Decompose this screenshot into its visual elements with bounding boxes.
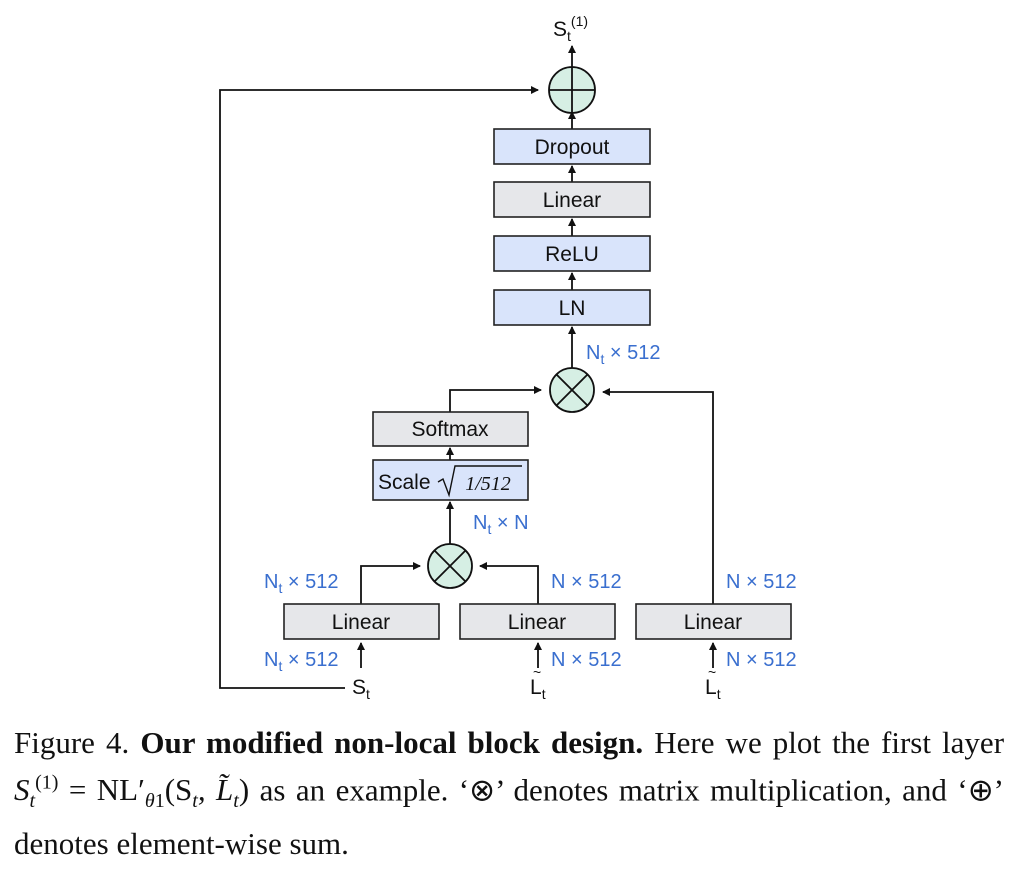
connections xyxy=(219,45,717,689)
dropout-label: Dropout xyxy=(535,136,610,159)
relu-block: ReLU xyxy=(493,235,651,272)
input-l-right-tilde: ~ xyxy=(708,664,716,680)
dropout-block: Dropout xyxy=(493,128,651,165)
dim-right-linear-in: N × 512 xyxy=(726,649,797,671)
linear-right-block: Linear xyxy=(635,603,792,640)
input-l-right-label: Lt xyxy=(705,676,721,702)
sum-operator xyxy=(548,66,596,114)
dim-mid-linear-out: N × 512 xyxy=(551,571,622,593)
scale-value: 1/512 xyxy=(465,473,511,495)
caption-equation: St(1) = NL′θ1(St, L̃t) xyxy=(14,772,250,813)
dim-left-linear-out: Nt × 512 xyxy=(264,571,339,596)
upper-multiply-operator xyxy=(549,367,595,413)
output-label: St(1) xyxy=(553,13,588,44)
dim-left-linear-in: Nt × 512 xyxy=(264,649,339,674)
caption-text-1: Here we plot the first layer xyxy=(654,725,1005,760)
caption-text-2: as an example. ‘⊗’ denotes matrix multip… xyxy=(14,772,1005,861)
figure-caption: Figure 4. Our modified non-local block d… xyxy=(14,722,1004,864)
linear-right-label: Linear xyxy=(684,611,742,634)
scale-label: Scale xyxy=(378,471,431,494)
softmax-label: Softmax xyxy=(411,418,489,441)
scale-block: Scale 1/512 xyxy=(372,459,529,501)
relu-label: ReLU xyxy=(545,243,599,266)
linear-left-block: Linear xyxy=(283,603,440,640)
dim-after-lower-multiply: Nt × N xyxy=(473,512,529,537)
input-l-mid-tilde: ~ xyxy=(533,664,541,680)
dim-mid-linear-in: N × 512 xyxy=(551,649,622,671)
linear-mid-block: Linear xyxy=(459,603,616,640)
ln-block: LN xyxy=(493,289,651,326)
input-s-label: St xyxy=(352,676,370,702)
input-l-mid-label: Lt xyxy=(530,676,546,702)
lower-multiply-operator xyxy=(427,543,473,589)
caption-title: Our modified non-local block design. xyxy=(140,725,644,760)
dim-after-upper-multiply: Nt × 512 xyxy=(586,342,661,367)
caption-figure-number: Figure 4. xyxy=(14,725,130,760)
dim-right-linear-out: N × 512 xyxy=(726,571,797,593)
softmax-block: Softmax xyxy=(372,411,529,447)
sqrt-sign xyxy=(437,465,522,498)
linear-top-block: Linear xyxy=(493,181,651,218)
linear-left-label: Linear xyxy=(332,611,390,634)
linear-top-label: Linear xyxy=(543,189,601,212)
non-local-block-diagram: Dropout Linear ReLU LN Softmax Scale 1/5… xyxy=(219,13,797,702)
ln-label: LN xyxy=(559,297,586,320)
linear-mid-label: Linear xyxy=(508,611,566,634)
